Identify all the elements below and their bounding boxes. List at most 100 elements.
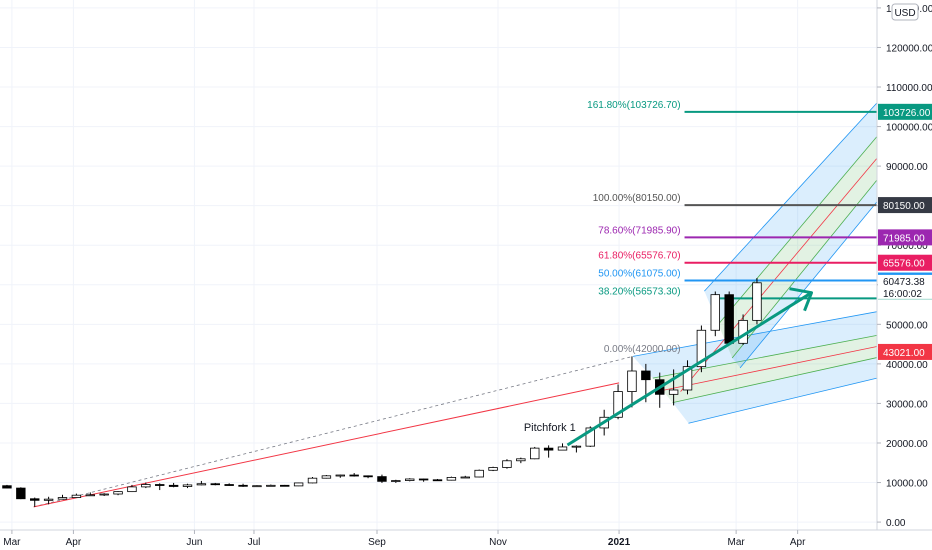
bar-countdown: 16:00:02	[883, 289, 922, 300]
candle-body	[488, 467, 498, 471]
price-badge-bg	[878, 254, 932, 271]
candle-body	[266, 484, 276, 487]
candle-body	[182, 484, 193, 487]
candle-body	[127, 486, 137, 493]
price-badge-bg	[878, 197, 932, 214]
candle-body	[474, 469, 484, 478]
price-badge-bg	[878, 229, 932, 246]
candle-body	[418, 478, 429, 481]
currency-badge[interactable]: USD	[891, 3, 919, 21]
candle-body	[252, 485, 262, 488]
candle-body	[641, 370, 651, 381]
pitchfork-2-upper-band-fill	[704, 102, 877, 325]
candle-body	[696, 329, 707, 368]
candle-body	[530, 447, 540, 460]
price-badge: 80150.00	[883, 201, 925, 212]
y-tick-label: 100000.00	[886, 123, 932, 134]
candle-body	[307, 477, 318, 484]
candle-body	[682, 366, 693, 391]
pitchfork-1-median	[33, 382, 620, 508]
fib-level-label: 78.60%(71985.90)	[598, 225, 680, 236]
candle-body	[238, 484, 248, 487]
pitchfork-handle-dashed	[33, 355, 634, 508]
candles	[2, 278, 762, 507]
candle-body	[571, 445, 582, 448]
y-tick-label: 10000.00	[886, 479, 928, 490]
trend-arrow	[566, 287, 814, 447]
last-price-label: 60473.38 16:00:02	[878, 274, 932, 300]
grid	[0, 0, 877, 530]
candle-body	[57, 497, 68, 500]
price-badge-bg	[878, 343, 932, 360]
pitchfork-median-line	[662, 346, 878, 391]
candle-body	[196, 483, 207, 486]
annotation-pitchfork-1: Pitchfork 1	[524, 422, 576, 434]
price-badge: 71985.00	[883, 233, 925, 244]
price-badge: 103726.00	[883, 108, 931, 119]
last-price-bg	[878, 274, 932, 299]
y-tick-label: 0.00	[886, 518, 906, 529]
pitchfork-2-upper-line	[704, 102, 878, 292]
pitchfork-2-mid-upper-line	[717, 136, 878, 325]
fib-level-label: 61.80%(65576.70)	[598, 251, 680, 262]
candle-body	[391, 480, 401, 482]
candle-body	[710, 294, 720, 331]
x-tick-label: Apr	[66, 537, 82, 548]
pitchfork-large	[33, 311, 878, 508]
candle-body	[460, 476, 470, 479]
candle-body	[155, 484, 165, 486]
pitchfork-lower-band-fill	[672, 357, 877, 424]
candle-body	[30, 498, 40, 501]
price-badge: 65576.00	[883, 259, 925, 270]
pitchfork-upper-band-fill	[632, 311, 877, 379]
fib-level-label: 38.20%(56573.30)	[598, 286, 680, 297]
pitchfork-lower-line	[688, 377, 878, 424]
x-tick-label: Jun	[186, 537, 202, 548]
candle-body	[280, 484, 290, 487]
last-price: 60473.38	[883, 277, 925, 288]
candle-body	[321, 475, 332, 479]
fib-level-label: 0.00%(42000.00)	[604, 344, 681, 355]
x-tick-label: Mar	[728, 537, 746, 548]
x-tick-label: Jul	[248, 537, 261, 548]
candle-body	[377, 476, 387, 482]
candle-body	[363, 475, 373, 478]
candle-body	[627, 370, 637, 392]
candle-body	[668, 389, 679, 395]
candle-body	[349, 474, 359, 477]
candle-body	[113, 491, 123, 495]
candle-body	[502, 460, 512, 468]
pitchfork-2-lower-line	[739, 201, 878, 369]
candle-body	[16, 487, 26, 500]
pitchfork-mid-band-fill	[652, 335, 877, 403]
candle-body	[293, 482, 304, 487]
x-tick-label: Nov	[489, 537, 507, 548]
candle-body	[613, 391, 623, 418]
y-tick-label: 70000.00	[886, 241, 928, 252]
candle-body	[99, 493, 109, 496]
price-badge: 43021.00	[883, 348, 925, 359]
usd-badge-icon[interactable]	[891, 3, 919, 21]
currency-label: USD	[894, 8, 915, 19]
candle-body	[210, 483, 220, 486]
y-tick-label: 30000.00	[886, 399, 928, 410]
trend-arrow-head	[789, 287, 814, 312]
candle-body	[557, 446, 568, 451]
fib-level-label: 161.80%(103726.70)	[587, 100, 680, 111]
price-badge-bg	[878, 103, 932, 120]
y-tick-label: 20000.00	[886, 439, 928, 450]
x-tick-label: Sep	[368, 537, 386, 548]
time-axis[interactable]: Mar Apr Jun Jul Sep Nov 2021 Mar Apr	[0, 529, 932, 548]
candle-body	[585, 427, 595, 447]
fib-level-label: 50.00%(61075.00)	[598, 269, 680, 280]
candle-body	[168, 484, 179, 487]
candle-body	[335, 474, 345, 477]
x-tick-label: 2021	[608, 537, 631, 548]
trend-arrow-line	[566, 291, 813, 447]
candle-body	[752, 282, 762, 321]
candle-body	[543, 447, 554, 451]
y-tick-label: 90000.00	[886, 162, 928, 173]
x-tick-label: Apr	[790, 537, 806, 548]
candle-body	[71, 494, 82, 498]
